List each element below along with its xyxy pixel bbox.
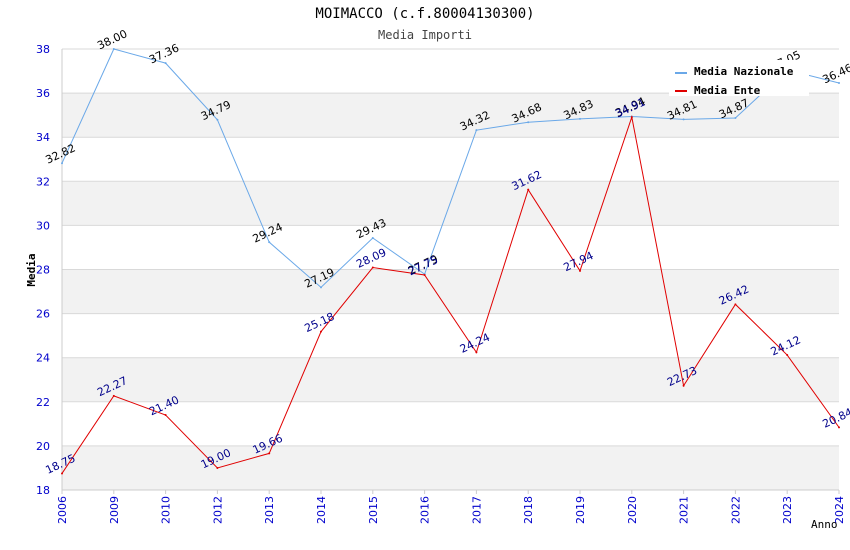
x-tick-label: 2010 bbox=[160, 496, 173, 524]
y-tick-label: 36 bbox=[36, 87, 50, 100]
x-axis-ticks: 2006 2009 2010 2012 2013 2014 2015 2016 2017 2018… bbox=[56, 496, 846, 524]
x-tick-label: 2023 bbox=[781, 496, 794, 524]
data-point bbox=[475, 351, 478, 354]
data-point bbox=[216, 118, 219, 121]
data-point bbox=[786, 354, 789, 357]
y-tick-label: 18 bbox=[36, 484, 50, 497]
x-tick-label: 2024 bbox=[833, 496, 846, 524]
grid-band bbox=[62, 269, 839, 314]
data-point bbox=[164, 414, 167, 417]
data-point bbox=[61, 472, 63, 475]
x-tick-label: 2015 bbox=[367, 496, 380, 524]
y-axis-label: Media bbox=[25, 253, 38, 286]
x-tick-label: 2020 bbox=[626, 496, 639, 524]
data-point bbox=[838, 426, 840, 429]
y-axis-ticks: 18 20 22 24 26 28 30 32 34 36 38 bbox=[36, 43, 50, 497]
grid-band bbox=[62, 93, 839, 138]
y-tick-label: 22 bbox=[36, 396, 50, 409]
x-tick-label: 2022 bbox=[729, 496, 742, 524]
data-point bbox=[682, 118, 685, 121]
x-axis-label: Anno bbox=[811, 518, 838, 531]
x-tick-label: 2016 bbox=[419, 496, 432, 524]
data-point bbox=[61, 162, 63, 165]
data-point bbox=[268, 452, 271, 455]
grid-band bbox=[62, 445, 839, 490]
y-tick-label: 30 bbox=[36, 219, 50, 232]
data-point bbox=[320, 286, 322, 289]
y-tick-label: 28 bbox=[36, 264, 50, 277]
data-point bbox=[320, 330, 322, 333]
x-tick-label: 2018 bbox=[522, 496, 535, 524]
data-point bbox=[734, 303, 737, 306]
data-point bbox=[838, 81, 840, 84]
data-point bbox=[423, 274, 426, 277]
x-tick-label: 2019 bbox=[574, 496, 587, 524]
data-point bbox=[112, 48, 115, 50]
data-point bbox=[630, 116, 633, 119]
data-point bbox=[527, 121, 530, 124]
gridlines bbox=[61, 48, 840, 494]
y-tick-label: 34 bbox=[36, 131, 50, 144]
series-line-nazionale bbox=[61, 48, 840, 289]
data-point bbox=[112, 394, 115, 397]
legend: Media Nazionale Media Ente bbox=[669, 60, 809, 97]
legend-box bbox=[669, 60, 809, 96]
grid-band bbox=[62, 357, 839, 402]
data-point bbox=[475, 129, 478, 132]
data-point bbox=[216, 466, 219, 469]
y-tick-label: 26 bbox=[36, 308, 50, 321]
y-tick-label: 20 bbox=[36, 440, 50, 453]
chart-title: MOIMACCO (c.f.80004130300) bbox=[315, 6, 534, 22]
data-point bbox=[371, 236, 374, 239]
data-point bbox=[579, 269, 581, 272]
data-point bbox=[371, 266, 374, 269]
series-line-ente bbox=[61, 115, 840, 474]
data-point bbox=[527, 188, 530, 191]
x-tick-label: 2013 bbox=[263, 496, 276, 524]
data-point bbox=[682, 384, 685, 387]
x-tick-label: 2017 bbox=[470, 496, 483, 524]
data-point bbox=[164, 62, 167, 65]
y-tick-label: 24 bbox=[36, 352, 50, 365]
data-point bbox=[734, 117, 737, 120]
y-tick-label: 38 bbox=[36, 43, 50, 56]
legend-label-nazionale: Media Nazionale bbox=[694, 65, 794, 78]
chart-subtitle: Media Importi bbox=[378, 28, 472, 42]
data-point bbox=[268, 241, 271, 244]
x-tick-label: 2009 bbox=[108, 496, 121, 524]
legend-label-ente: Media Ente bbox=[694, 84, 761, 97]
data-point bbox=[579, 117, 581, 120]
x-tick-label: 2021 bbox=[678, 496, 691, 524]
x-tick-label: 2012 bbox=[211, 496, 224, 524]
y-tick-label: 32 bbox=[36, 175, 50, 188]
x-tick-label: 2014 bbox=[315, 496, 328, 524]
x-tick-label: 2006 bbox=[56, 496, 69, 524]
